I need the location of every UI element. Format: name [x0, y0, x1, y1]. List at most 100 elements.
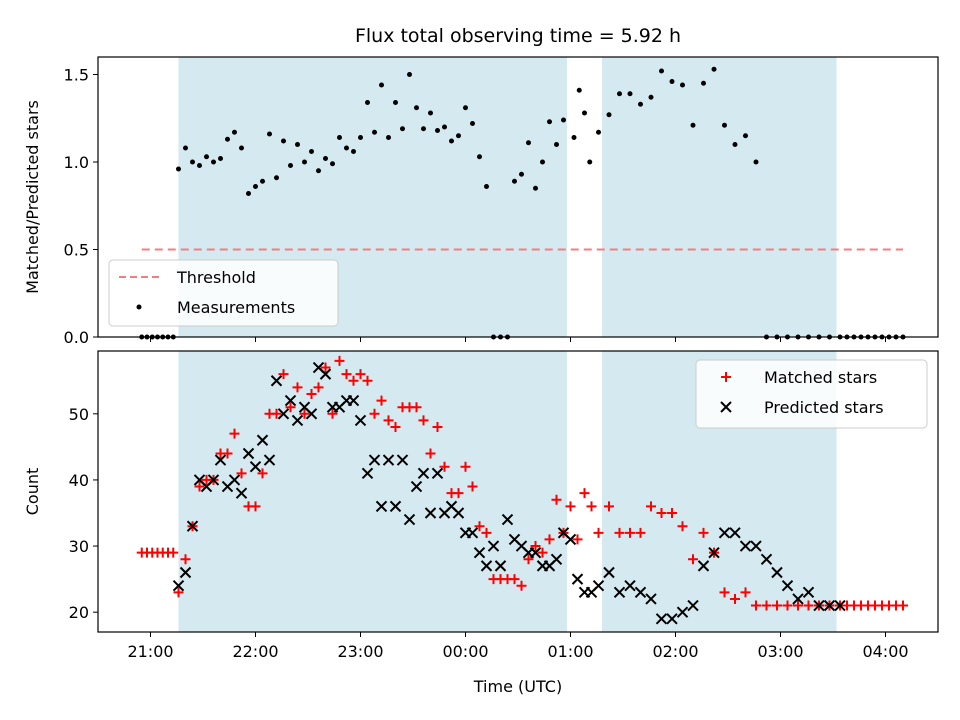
measurement-point [183, 145, 188, 151]
matched-star-point [898, 600, 908, 611]
measurement-point [484, 184, 489, 189]
measurement-point [526, 140, 531, 146]
predicted-star-point [697, 560, 710, 572]
measurement-point [540, 159, 545, 165]
predicted-star-point [501, 513, 514, 526]
measurement-point [232, 129, 237, 135]
measurement-point [281, 138, 286, 144]
y-tick-label: 20 [69, 603, 89, 622]
matched-star-point [698, 527, 709, 538]
matched-star-point [222, 448, 233, 459]
matched-star-point [411, 402, 422, 413]
predicted-star-point [424, 507, 437, 519]
predicted-star-point [452, 507, 465, 519]
chart-title: Flux total observing time = 5.92 h [355, 25, 681, 47]
count-panel-ticks: 20 30 40 50 21:00 22:00 23:00 00:00 01:00 02:00 03… [69, 405, 909, 661]
legend-x-mark [720, 401, 732, 413]
matched-star-point [667, 507, 677, 518]
measurement-point [330, 161, 335, 167]
matched-star-point [194, 481, 205, 492]
legend-threshold-label: Threshold [176, 268, 256, 287]
predicted-star-point [263, 454, 276, 466]
matched-star-point [425, 448, 436, 459]
matched-star-point [656, 507, 667, 518]
legend-predicted-stars-label: Predicted stars [764, 398, 884, 417]
measurement-point [421, 126, 426, 132]
predicted-star-point [494, 560, 507, 572]
predicted-star-point [729, 527, 741, 539]
matched-star-point [740, 587, 751, 598]
legend-predicted-stars-symbol [720, 401, 732, 413]
measurement-point [554, 142, 559, 147]
measurement-point [690, 122, 696, 128]
y-tick-label: 1.5 [64, 66, 89, 85]
legend-measurements-symbol [136, 304, 142, 310]
predicted-star-point [256, 434, 269, 446]
matched-star-point [537, 547, 548, 558]
matched-star-point [390, 422, 401, 433]
predicted-star-point [792, 593, 804, 605]
predicted-star-point [396, 454, 409, 466]
predicted-star-point [186, 520, 199, 532]
matched-star-point [285, 402, 296, 413]
count-panel-legend-box [695, 359, 928, 429]
legend-matched-stars-label: Matched stars [764, 368, 877, 387]
measurement-point [669, 79, 675, 84]
matched-star-point [761, 600, 772, 611]
predicted-star-point [214, 454, 227, 466]
measurement-point [218, 156, 223, 161]
matched-star-point [677, 521, 688, 532]
matched-star-point [604, 501, 614, 512]
measurement-point [344, 145, 349, 151]
measurement-point [288, 163, 293, 168]
predicted-star-point [529, 546, 542, 559]
predicted-star-point [634, 586, 647, 599]
measurement-point [732, 142, 738, 147]
predicted-star-point [347, 394, 360, 407]
y-tick-label: 40 [69, 471, 89, 490]
predicted-star-point [739, 540, 752, 552]
predicted-star-point [718, 527, 731, 539]
predicted-star-point [466, 527, 479, 539]
measurement-point [260, 178, 265, 184]
measurement-point [627, 91, 633, 97]
matched-star-point [803, 600, 814, 611]
x-axis-label: Time (UTC) [473, 677, 562, 696]
measurement-point [393, 100, 398, 105]
measurement-point [323, 156, 328, 161]
predicted-star-point [305, 408, 318, 420]
count-panel-frame [97, 350, 939, 633]
matched-star-point [257, 468, 268, 479]
ratio-panel-legend: Threshold Measurements [108, 259, 339, 327]
x-tick-label: 02:00 [652, 642, 698, 661]
matched-star-point [168, 547, 179, 558]
measurement-point [456, 133, 461, 139]
matched-star-point [355, 369, 366, 380]
matched-star-point [236, 468, 247, 479]
predicted-star-point [655, 613, 668, 625]
measurement-point [274, 175, 279, 181]
predicted-star-point [270, 375, 283, 387]
measurement-point [316, 168, 321, 174]
matched-star-point [306, 388, 317, 399]
observing-window-0 [178, 351, 567, 632]
x-tick-label: 22:00 [232, 642, 278, 661]
matched-star-point [432, 422, 443, 433]
measurement-point [428, 110, 433, 116]
measurement-point [561, 117, 566, 123]
measurement-point [246, 191, 251, 196]
measurement-point [337, 135, 342, 140]
matched-star-point [327, 408, 338, 419]
measurement-point [753, 159, 759, 165]
predicted-star-point [179, 566, 192, 579]
measurement-point [365, 100, 370, 105]
predicted-star-point [813, 599, 825, 612]
predicted-star-point [389, 500, 402, 513]
observing-window-1 [602, 57, 837, 337]
matched-star-point [635, 527, 646, 538]
predicted-star-point [431, 467, 444, 480]
matched-star-point [467, 481, 478, 492]
y-tick-label: 30 [69, 537, 89, 556]
predicted-star-point [603, 566, 615, 579]
measurement-point [442, 124, 447, 130]
